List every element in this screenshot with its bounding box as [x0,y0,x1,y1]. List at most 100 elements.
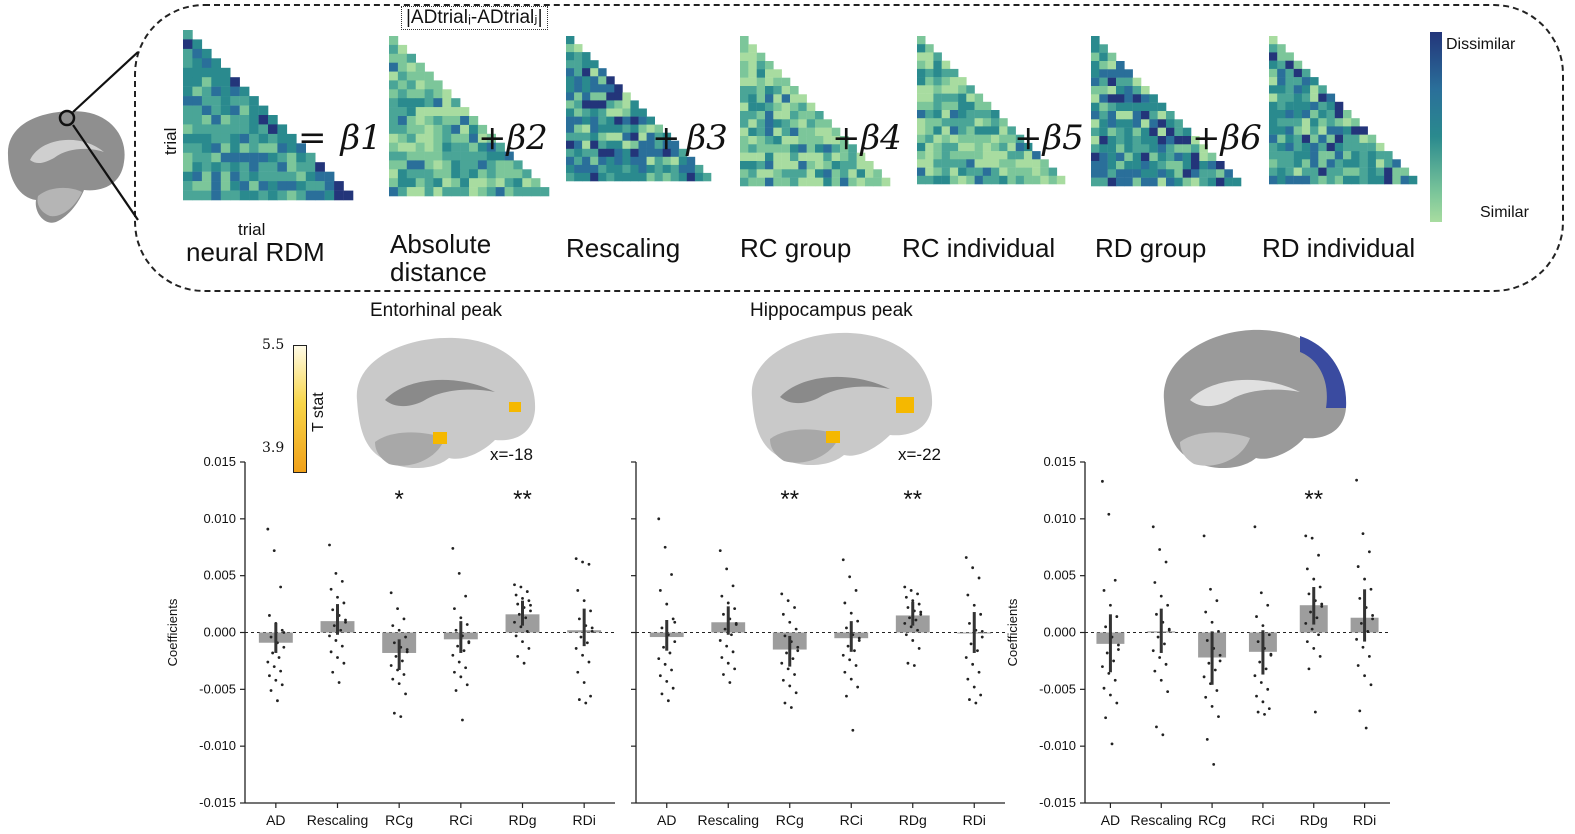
rdm-cell [848,152,857,162]
data-point [266,527,270,531]
rdm-cell [230,96,240,106]
data-point [590,626,594,630]
data-point [670,573,673,576]
data-point [329,587,333,591]
rdm-cell [958,126,967,135]
data-point [268,614,271,617]
rdm-cell [765,161,774,170]
data-point [726,601,730,605]
rdm-cell [949,159,959,168]
rdm-cell [823,144,832,153]
data-point [394,654,398,658]
rdm-cell [1318,93,1327,103]
rdm-cell [798,177,807,187]
rdm-cell [249,115,259,125]
data-point [1256,710,1260,714]
rdm-cell [192,48,203,59]
rdm-cell [1040,175,1049,185]
rdm-cell [424,169,434,179]
rdm-cell [1277,167,1286,177]
rdm-cell [460,107,470,117]
rdm-cell [856,152,866,162]
data-point [663,662,667,666]
rdm-cell [1400,175,1410,185]
rdm-cell [765,177,774,187]
rdm-cell [873,169,882,178]
data-point [1263,712,1266,716]
data-point [974,701,978,705]
rdm-cell [1343,134,1352,144]
y-tick-label: -0.010 [199,738,236,753]
rdm-cell [815,127,824,137]
rdm-cell [622,140,631,150]
rdm-cell [991,159,1000,168]
data-point [912,664,916,667]
rdm-cell [1301,151,1311,160]
rdm-cell [765,69,774,78]
rdm-cell [974,142,984,152]
rdm-cell [582,108,591,117]
rdm-cell [406,53,416,63]
data-point [1153,581,1157,584]
rdm-cell [949,167,959,177]
data-point [590,629,594,633]
x-tick-label: RCi [449,812,472,828]
rdm-cell [765,111,774,120]
data-point [972,685,976,689]
rdm-cell [748,161,757,170]
data-point [392,711,396,715]
rdm-cell [582,140,591,150]
rdm-cell [230,181,240,191]
data-point [272,665,276,668]
rdm-cell [183,143,193,153]
rdm-cell [694,172,704,182]
rdm-cell [949,126,959,135]
rdm-cell [495,142,505,152]
rdm-cell [958,110,967,119]
rdm-cell [296,171,306,182]
rdm-cell [941,118,951,127]
rdm-cell [670,140,680,150]
rdm-cell [192,171,203,182]
rdm-cell [622,108,631,117]
rdm-cell [183,67,193,78]
rdm-cell [389,107,399,117]
data-point [966,677,970,681]
rdm-cell [1375,175,1385,185]
data-point [848,575,852,579]
rdm-cell [740,94,749,103]
rdm-cell [773,169,782,178]
data-point [1355,637,1358,641]
rdm-cell [638,116,647,125]
rdm-cell [201,115,212,125]
rdm-cell [1007,175,1016,185]
rdm-cell [941,85,951,94]
rdm-cell [622,148,631,158]
rdm-cell [1293,159,1303,168]
rdm-cell [504,151,514,161]
rdm-cell [1149,94,1158,103]
rdm-cell [1157,136,1167,145]
rdm-cell [1091,127,1100,137]
data-point [971,662,975,666]
rdm-cell [917,151,926,160]
data-point [516,654,520,658]
rdm-cell [662,140,672,150]
rdm-cell [442,133,452,143]
data-point [1215,689,1219,692]
rdm-cell [495,178,505,188]
rdm-cell [1040,159,1049,168]
rdm-cell [840,144,849,153]
rdm-cell [211,77,221,87]
rdm-cell [1116,152,1125,162]
rdm-cell [999,151,1008,160]
rdm-cell [1091,119,1100,128]
x-tick-label: RCg [1198,812,1226,828]
rdm-cell [201,67,212,78]
rdm-cell [798,169,807,178]
brain-sagittal-icon [7,109,125,223]
rdm-cell [1182,169,1192,178]
plus-beta-2: +β2 [478,118,548,158]
rdm-cell [765,152,774,162]
rdm-cell [925,167,934,177]
